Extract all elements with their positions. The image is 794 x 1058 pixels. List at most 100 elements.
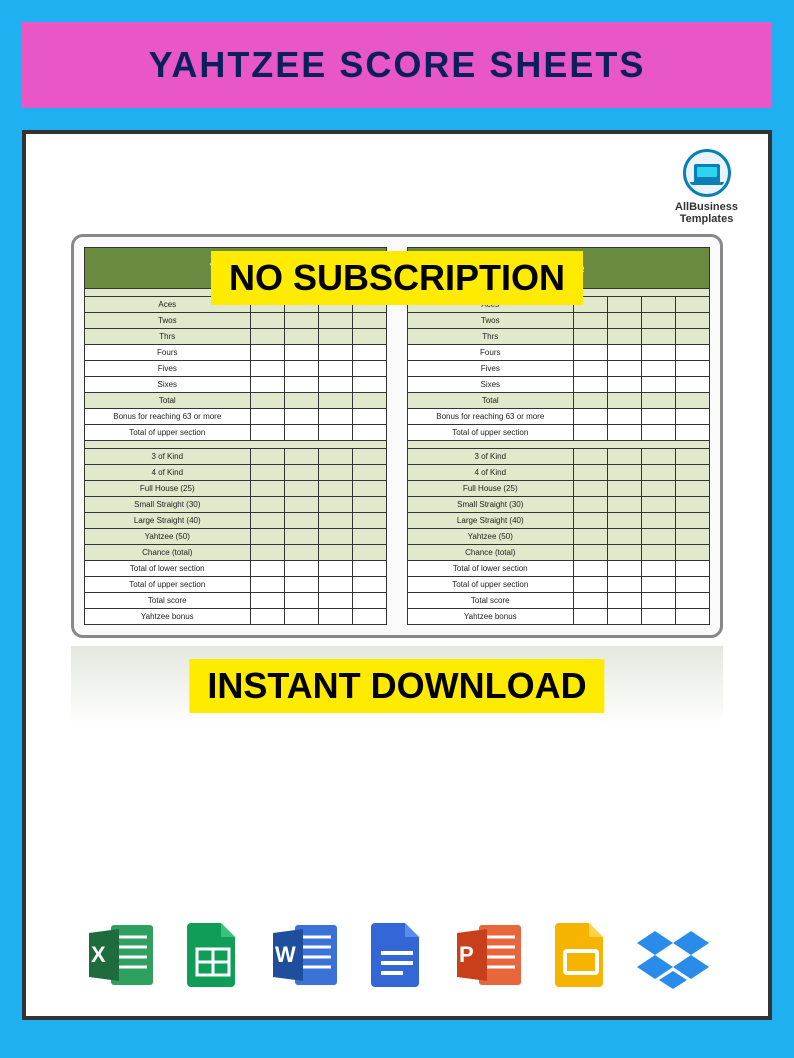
- score-cell: [642, 409, 676, 424]
- score-cell: [574, 377, 608, 392]
- score-cell: [353, 529, 386, 544]
- score-cell: [251, 393, 285, 408]
- score-row: 4 of Kind: [85, 464, 386, 480]
- score-row: Fours: [85, 344, 386, 360]
- score-row: Full House (25): [85, 480, 386, 496]
- score-cell: [574, 609, 608, 624]
- score-cell: [574, 425, 608, 440]
- row-label: Chance (total): [408, 545, 574, 560]
- row-label: Total of upper section: [408, 577, 574, 592]
- file-format-icons: X W P: [26, 919, 768, 991]
- row-label: Full House (25): [408, 481, 574, 496]
- dropbox-icon: [637, 919, 709, 991]
- score-cell: [353, 481, 386, 496]
- score-cell: [319, 481, 353, 496]
- row-label: Twos: [85, 313, 251, 328]
- score-cell: [642, 593, 676, 608]
- score-cell: [251, 345, 285, 360]
- score-cell: [319, 377, 353, 392]
- score-cell: [642, 481, 676, 496]
- score-cell: [251, 313, 285, 328]
- row-label: Chance (total): [85, 545, 251, 560]
- logo: AllBusiness Templates: [675, 149, 738, 225]
- score-cell: [353, 449, 386, 464]
- score-cell: [608, 561, 642, 576]
- score-cell: [676, 513, 709, 528]
- score-cell: [676, 329, 709, 344]
- score-cell: [642, 449, 676, 464]
- score-cell: [676, 481, 709, 496]
- row-label: Fives: [408, 361, 574, 376]
- score-cell: [353, 329, 386, 344]
- score-row: Total: [85, 392, 386, 408]
- score-row: Total score: [85, 592, 386, 608]
- score-cell: [319, 361, 353, 376]
- spacer: [408, 440, 709, 448]
- score-cell: [285, 465, 319, 480]
- row-label: Small Straight (30): [408, 497, 574, 512]
- row-label: Thrs: [408, 329, 574, 344]
- score-cell: [319, 577, 353, 592]
- score-cell: [642, 577, 676, 592]
- score-cell: [251, 593, 285, 608]
- score-cell: [608, 513, 642, 528]
- score-row: 3 of Kind: [408, 448, 709, 464]
- row-label: Total score: [408, 593, 574, 608]
- score-cell: [285, 545, 319, 560]
- score-row: Yahtzee bonus: [408, 608, 709, 624]
- score-cell: [608, 329, 642, 344]
- score-cell: [319, 425, 353, 440]
- score-row: Fours: [408, 344, 709, 360]
- score-row: Full House (25): [408, 480, 709, 496]
- score-cell: [608, 409, 642, 424]
- score-row: Yahtzee (50): [408, 528, 709, 544]
- score-cell: [319, 345, 353, 360]
- score-row: Chance (total): [408, 544, 709, 560]
- score-cell: [251, 577, 285, 592]
- row-label: Bonus for reaching 63 or more: [85, 409, 251, 424]
- score-cell: [574, 345, 608, 360]
- score-cell: [608, 425, 642, 440]
- score-cell: [353, 593, 386, 608]
- score-row: Yahtzee bonus: [85, 608, 386, 624]
- score-cell: [642, 329, 676, 344]
- score-cell: [642, 497, 676, 512]
- score-cell: [608, 465, 642, 480]
- row-label: Total: [408, 393, 574, 408]
- score-cell: [251, 409, 285, 424]
- sheets-icon: [177, 919, 249, 991]
- score-row: Total of upper section: [408, 424, 709, 440]
- score-cell: [608, 377, 642, 392]
- score-cell: [642, 313, 676, 328]
- row-label: Total: [85, 393, 251, 408]
- score-cell: [285, 409, 319, 424]
- score-cell: [574, 313, 608, 328]
- score-cell: [251, 529, 285, 544]
- score-cell: [574, 329, 608, 344]
- score-cell: [676, 529, 709, 544]
- score-cell: [353, 609, 386, 624]
- score-row: Total of upper section: [408, 576, 709, 592]
- score-cell: [319, 465, 353, 480]
- score-row: Fives: [408, 360, 709, 376]
- score-cell: [353, 377, 386, 392]
- score-cell: [285, 561, 319, 576]
- row-label: Total of upper section: [85, 425, 251, 440]
- row-label: Yahtzee (50): [85, 529, 251, 544]
- score-cell: [319, 393, 353, 408]
- score-row: Bonus for reaching 63 or more: [85, 408, 386, 424]
- icon-letter: P: [459, 942, 474, 968]
- score-row: Large Straight (40): [408, 512, 709, 528]
- score-cell: [574, 465, 608, 480]
- row-label: Full House (25): [85, 481, 251, 496]
- score-cell: [319, 609, 353, 624]
- logo-text-1: AllBusiness: [675, 201, 738, 213]
- score-cell: [251, 465, 285, 480]
- score-cell: [251, 561, 285, 576]
- score-row: Thrs: [408, 328, 709, 344]
- score-cell: [676, 313, 709, 328]
- score-cell: [608, 361, 642, 376]
- row-label: Total of upper section: [85, 577, 251, 592]
- score-cell: [642, 345, 676, 360]
- icon-letter: W: [275, 942, 296, 968]
